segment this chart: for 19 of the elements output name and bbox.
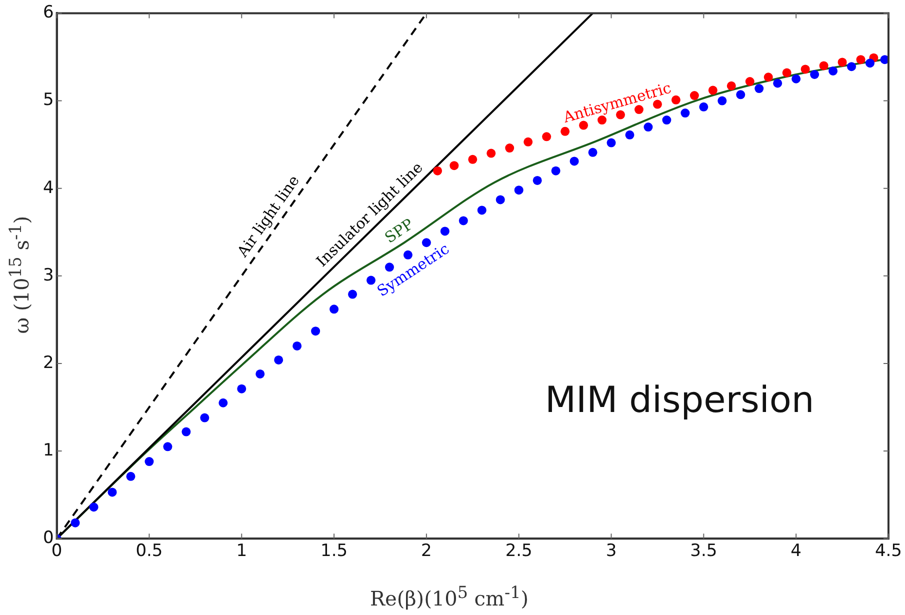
x-tick-label: 0.5 — [136, 541, 163, 562]
x-tick-label: 1.5 — [320, 541, 348, 562]
y-tick-label: 0 — [42, 528, 54, 548]
text: SPP — [381, 214, 417, 247]
y-tick-label: 6 — [42, 2, 54, 23]
x-tick-label: 3 — [606, 541, 617, 562]
x-tick-label: 4 — [790, 541, 802, 562]
y-tick-label: 2 — [42, 352, 54, 373]
x-axis-title: Re(β)(10$^{5}$ cm$^{-1}$) — [370, 583, 529, 611]
y-tick-label: 1 — [42, 440, 54, 460]
y-tick-label: 4 — [42, 178, 54, 198]
x-tick-label: 4.5 — [874, 541, 902, 562]
y-tick-label: 3 — [42, 265, 54, 286]
x-tick-label: 1 — [236, 541, 248, 562]
annotation: MIM dispersion — [545, 380, 814, 421]
x-tick-label: 3.5 — [690, 541, 718, 562]
x-tick-label: 2.5 — [505, 541, 532, 562]
x-tick-label: 2 — [421, 541, 432, 562]
y-tick-label: 5 — [42, 90, 54, 110]
